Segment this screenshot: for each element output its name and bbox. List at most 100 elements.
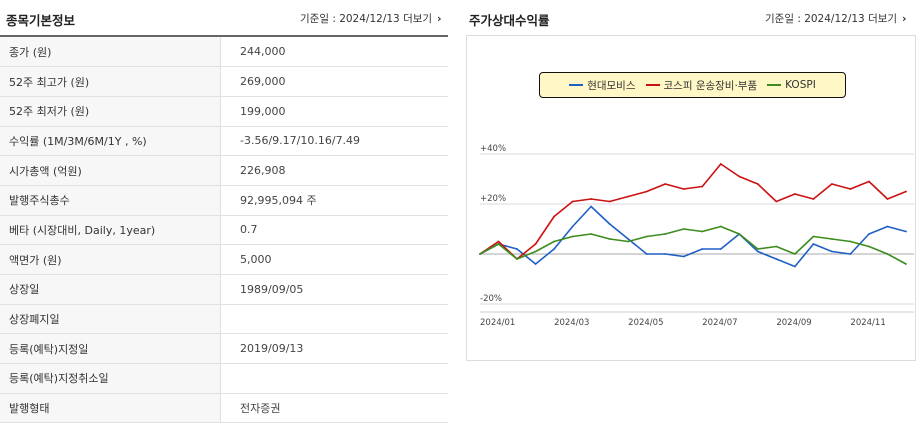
data-point [886,253,889,255]
data-point [831,183,833,185]
chevron-right-icon[interactable]: › [437,12,442,25]
data-point [571,225,574,228]
info-row-value: 전자증권 [220,393,448,424]
data-point [812,198,815,200]
x-tick-label: 2024/09 [776,318,811,328]
data-point [627,238,630,240]
info-row-key: 발행주식총수 [0,185,221,216]
info-more-link[interactable]: 더보기 [403,13,433,25]
data-point [571,200,574,203]
relative-return-chart: +40% +20% -20% 2024/01 2024/03 2024/05 2024/07… [479,144,914,328]
info-row-value: 199,000 [220,96,448,127]
data-point [682,188,685,190]
chart-more-link[interactable]: 더보기 [868,13,898,25]
info-row: 52주 최저가 (원) 199,000 [0,96,448,127]
info-row-key: 발행형태 [0,393,221,424]
info-row-key: 종가 (원) [0,37,221,68]
info-row-value [220,363,448,394]
info-row-key: 시가총액 (억원) [0,155,221,186]
info-section-title: 종목기본정보 [6,13,76,28]
x-tick-label: 2024/05 [628,318,663,328]
x-tick-label: 2024/03 [554,318,589,328]
data-point [608,200,611,203]
data-point [849,253,852,255]
info-row: 52주 최고가 (원) 269,000 [0,66,448,97]
legend-label: KOSPI [785,79,816,91]
info-row-key: 상장일 [0,274,221,305]
data-point [553,240,555,243]
series-line [479,205,907,268]
data-point [868,180,870,183]
data-point [497,240,500,243]
info-row-value: -3.56/9.17/10.16/7.49 [220,126,448,157]
data-point [738,175,741,178]
legend-swatch [569,84,584,86]
data-point [553,248,555,250]
data-point [812,235,815,238]
data-point [793,253,796,255]
data-point [627,195,630,198]
chevron-right-icon[interactable]: › [902,12,907,25]
info-row: 상장일 1989/09/05 [0,274,448,305]
chart-base-date[interactable]: 기준일 : 2024/12/13 더보기 › [765,11,907,26]
data-point [682,228,685,230]
data-point [868,245,870,248]
data-point [719,225,722,228]
data-point [645,235,648,238]
data-point [775,200,778,203]
data-point [775,245,778,248]
legend-swatch [767,84,782,86]
series-line [479,163,907,260]
chart-base-date-label: 기준일 : 2024/12/13 [765,13,865,25]
legend-label: 코스피 운송장비·부품 [663,79,758,92]
info-base-date[interactable]: 기준일 : 2024/12/13 더보기 › [300,11,442,26]
data-point [849,188,852,190]
y-tick-label: +40% [480,144,506,154]
info-row: 발행형태 전자증권 [0,393,448,424]
data-point [497,243,500,245]
data-point [719,163,722,165]
info-row: 등록(예탁)지정취소일 [0,363,448,394]
legend-item: 코스피 운송장비·부품 [645,78,758,93]
info-base-date-label: 기준일 : 2024/12/13 [300,13,400,25]
info-row: 등록(예탁)지정일 2019/09/13 [0,333,448,365]
data-point [682,255,685,258]
y-tick-label: +20% [480,194,506,204]
info-row-value: 1989/09/05 [220,274,448,305]
legend-swatch [645,84,660,86]
data-point [905,190,907,193]
data-point [886,198,889,200]
data-point [608,238,611,240]
data-point [905,263,907,265]
info-row: 액면가 (원) 5,000 [0,244,448,275]
legend-label: 현대모비스 [587,79,636,92]
data-point [886,225,889,228]
data-point [590,205,593,208]
data-point [738,233,741,235]
info-table-panel: 종가 (원) 244,000 52주 최고가 (원) 269,000 52주 최저가 (… [0,35,448,424]
data-point [775,258,778,260]
data-point [516,248,518,250]
legend-item: KOSPI [767,79,816,91]
data-point [756,250,759,253]
data-point [793,265,796,268]
series-line [479,225,907,265]
info-row: 상장폐지일 [0,304,448,335]
info-row-value: 0.7 [220,215,448,246]
legend-item: 현대모비스 [569,78,636,93]
info-row: 발행주식총수 92,995,094 주 [0,185,448,216]
data-point [590,198,593,200]
x-tick-label: 2024/01 [480,318,515,328]
data-point [627,240,630,243]
data-point [831,250,833,253]
info-row: 베타 (시장대비, Daily, 1year) 0.7 [0,215,448,246]
info-row: 종가 (원) 244,000 [0,37,448,68]
data-point [645,190,648,193]
x-tick-label: 2024/07 [702,318,737,328]
info-row-key: 상장폐지일 [0,304,221,335]
info-row: 시가총액 (억원) 226,908 [0,155,448,186]
data-point [701,248,704,250]
data-point [812,243,815,245]
info-row-key: 등록(예탁)지정취소일 [0,363,221,394]
info-row: 수익률 (1M/3M/6M/1Y , %) -3.56/9.17/10.16/7.… [0,126,448,157]
